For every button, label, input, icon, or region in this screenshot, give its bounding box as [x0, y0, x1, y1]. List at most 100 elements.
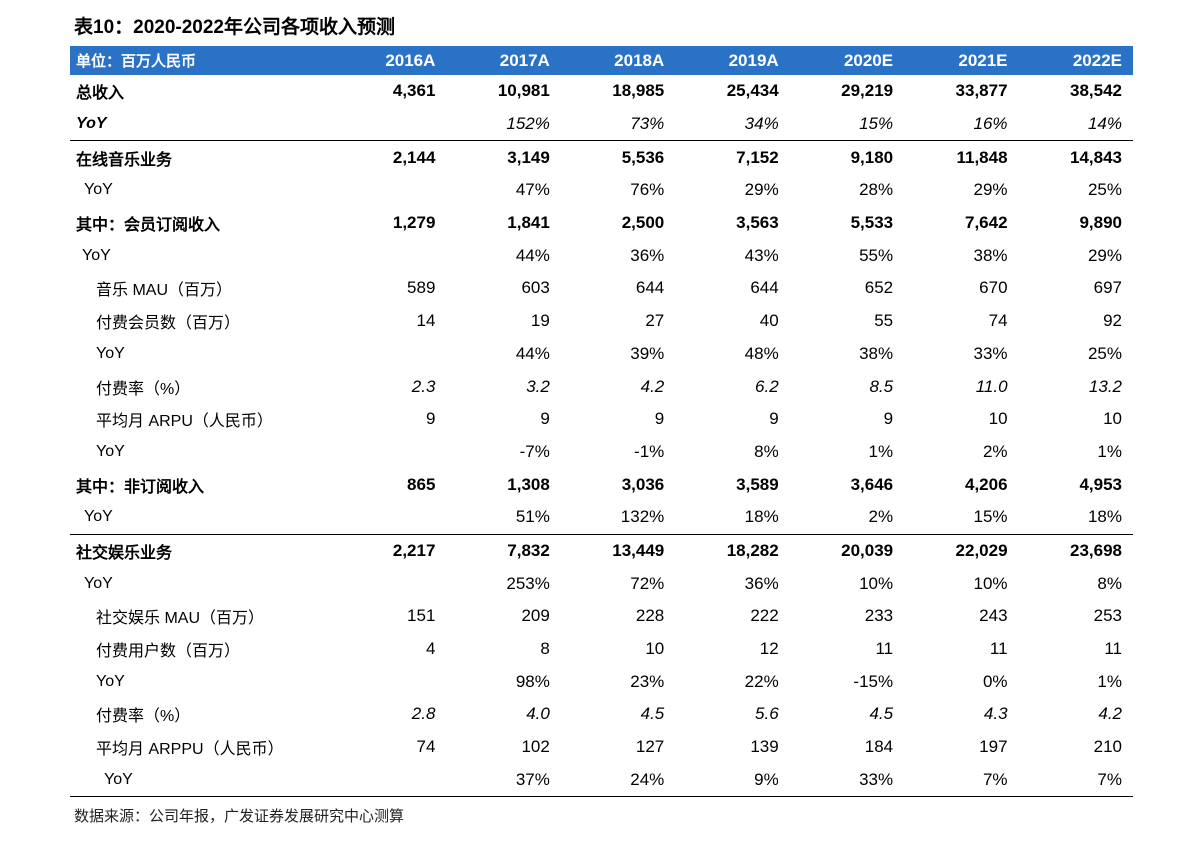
value-cell: 10%: [973, 573, 1008, 593]
value-cell: 38,542: [1070, 81, 1122, 101]
row-label: 付费会员数（百万）: [96, 315, 241, 333]
table-row: YoY 37% 24% 9% 33% 7% 7%: [70, 763, 1133, 798]
value-cell: 1%: [1097, 441, 1122, 461]
value-cell: 243: [979, 606, 1008, 626]
value-cell: 4.2: [1098, 704, 1122, 724]
row-label: 其中：会员订阅收入: [76, 217, 221, 235]
column-header: 2016A: [332, 46, 447, 75]
value-cell: 1,279: [392, 213, 436, 233]
value-cell: 27: [645, 311, 665, 331]
value-cell: 2%: [982, 441, 1008, 461]
value-cell: 4.0: [526, 704, 550, 724]
table-row: YoY 44% 36% 43% 55% 38% 29%: [70, 239, 1133, 272]
value-cell: 55%: [859, 245, 894, 265]
value-cell: 38%: [859, 343, 894, 363]
value-cell: 3,646: [850, 474, 894, 494]
value-cell: 10: [988, 409, 1008, 429]
value-cell: 3,149: [507, 147, 550, 167]
value-cell: 48%: [744, 343, 779, 363]
value-cell: 28%: [859, 180, 894, 200]
value-cell: 9%: [675, 763, 790, 798]
value-cell: 9,180: [850, 147, 894, 167]
value-cell: 33,877: [955, 81, 1008, 101]
value-cell: 9: [769, 409, 779, 429]
row-label: 社交娱乐业务: [76, 544, 173, 562]
table-row: 音乐 MAU（百万） 589 603 644 644 652 670 697: [70, 272, 1133, 305]
row-label: 其中：非订阅收入: [76, 478, 205, 496]
table-row: YoY 253% 72% 36% 10% 10% 8%: [70, 567, 1133, 600]
value-cell: 51%: [446, 500, 561, 535]
value-cell: 197: [979, 737, 1008, 757]
row-label: YoY: [96, 344, 125, 362]
empty-cell: [332, 763, 447, 798]
value-cell: 253%: [506, 573, 550, 593]
table-row: 其中：非订阅收入 865 1,308 3,036 3,589 3,646 4,206 4,95…: [70, 468, 1133, 501]
value-cell: 4.5: [640, 704, 665, 724]
value-cell: 132%: [560, 500, 676, 535]
value-cell: 34%: [675, 107, 790, 142]
table-row: YoY 51% 132% 18% 2% 15% 18%: [70, 500, 1133, 535]
value-cell: 5,533: [850, 213, 894, 233]
table-row: 付费率（%） 2.3 3.2 4.2 6.2 8.5 11.0 13.2: [70, 370, 1133, 403]
value-cell: 36%: [630, 245, 665, 265]
value-cell: 23,698: [1070, 540, 1122, 560]
value-cell: 2%: [789, 500, 905, 535]
value-cell: 13.2: [1088, 376, 1122, 396]
row-label: YoY: [70, 763, 332, 798]
value-cell: 603: [521, 278, 550, 298]
value-cell: 15%: [789, 107, 905, 142]
value-cell: 74: [988, 311, 1008, 331]
value-cell: 40: [759, 311, 779, 331]
value-cell: 73%: [560, 107, 676, 142]
value-cell: 29,219: [841, 81, 894, 101]
value-cell: 18%: [1018, 500, 1133, 535]
empty-cell: [332, 436, 446, 469]
value-cell: 4,953: [1079, 474, 1122, 494]
value-cell: 9: [883, 409, 894, 429]
value-cell: 9: [425, 409, 436, 429]
row-label: 总收入: [76, 85, 125, 103]
value-cell: 98%: [515, 671, 550, 691]
header-row: 单位：百万人民币 2016A 2017A 2018A 2019A 2020E 2021E 20…: [70, 46, 1133, 75]
value-cell: 102: [521, 737, 550, 757]
value-cell: 127: [635, 737, 665, 757]
value-cell: 18,282: [726, 540, 779, 560]
value-cell: 697: [1093, 278, 1122, 298]
value-cell: 7%: [904, 763, 1019, 798]
value-cell: 670: [979, 278, 1008, 298]
value-cell: 29%: [1087, 245, 1122, 265]
value-cell: 151: [407, 606, 436, 626]
value-cell: 33%: [973, 343, 1008, 363]
value-cell: 24%: [560, 763, 676, 798]
empty-cell: [332, 239, 446, 272]
value-cell: 644: [635, 278, 665, 298]
row-label: 社交娱乐 MAU（百万）: [96, 610, 265, 628]
value-cell: 14%: [1018, 107, 1133, 142]
value-cell: 11: [1104, 639, 1122, 659]
row-label: 平均月 ARPPU（人民币）: [96, 741, 284, 759]
value-cell: 44%: [515, 245, 550, 265]
value-cell: 3,563: [736, 213, 779, 233]
value-cell: 74: [416, 737, 436, 757]
value-cell: 33%: [789, 763, 905, 798]
revenue-table: 单位：百万人民币 2016A 2017A 2018A 2019A 2020E 2021E 20…: [70, 46, 1133, 798]
value-cell: 14,843: [1070, 147, 1122, 167]
row-label: YoY: [70, 107, 332, 142]
value-cell: 5.6: [755, 704, 779, 724]
value-cell: 1%: [1097, 671, 1122, 691]
value-cell: 2,144: [392, 147, 436, 167]
empty-cell: [332, 665, 446, 698]
value-cell: 0%: [982, 671, 1008, 691]
row-label: YoY: [82, 246, 111, 264]
value-cell: 7%: [1018, 763, 1133, 798]
value-cell: 76%: [630, 180, 665, 200]
value-cell: 7,832: [507, 540, 550, 560]
value-cell: 139: [750, 737, 779, 757]
row-label: YoY: [84, 181, 113, 199]
row-label: 付费率（%）: [96, 380, 191, 398]
row-label: YoY: [84, 574, 113, 592]
value-cell: 8%: [754, 441, 779, 461]
value-cell: 228: [635, 606, 665, 626]
value-cell: 3,589: [736, 474, 779, 494]
value-cell: 14: [416, 311, 436, 331]
